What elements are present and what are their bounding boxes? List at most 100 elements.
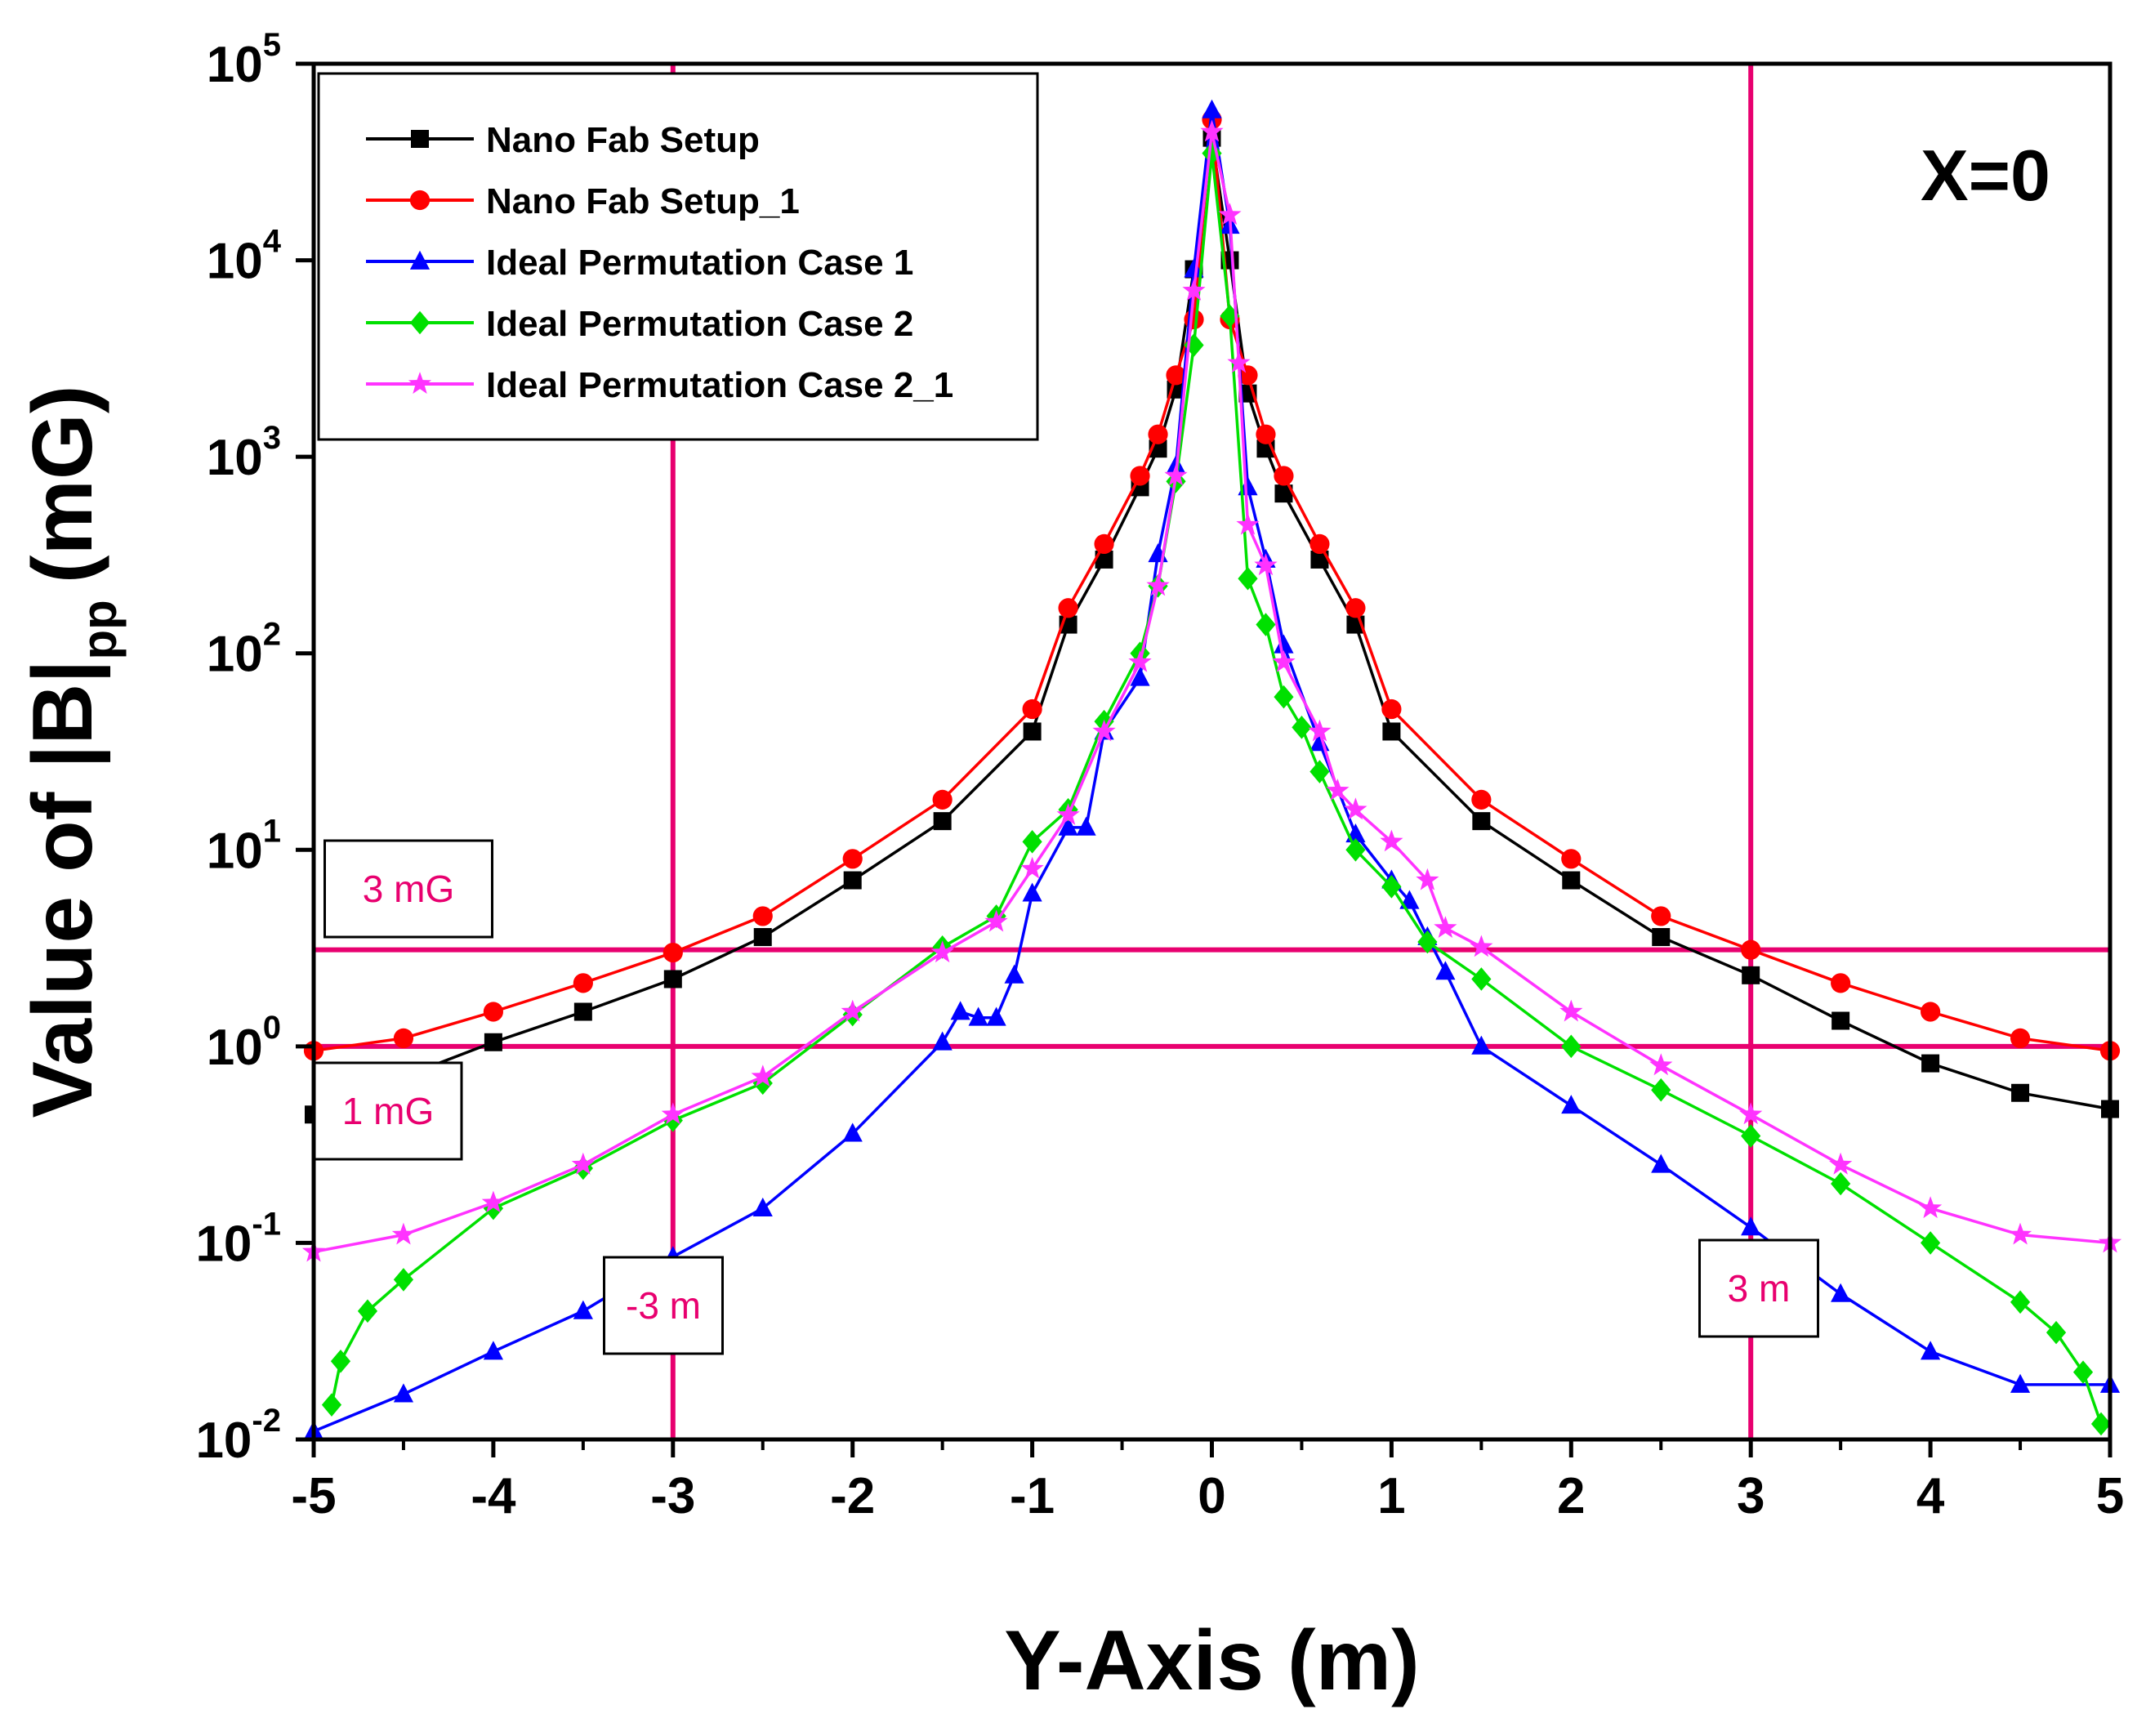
y-tick-label: 105: [207, 27, 281, 93]
data-point: [1471, 1035, 1492, 1055]
legend-marker: [408, 372, 432, 394]
data-point: [1831, 1011, 1850, 1030]
data-point: [1470, 935, 1493, 957]
data-point: [1919, 1196, 1943, 1219]
data-point: [573, 1300, 593, 1319]
annotation-3m: 3 m: [1698, 1238, 1819, 1338]
legend-box: [317, 72, 1039, 441]
y-tick-exponent: -2: [252, 1403, 281, 1439]
series-line: [330, 153, 2103, 1425]
data-point: [661, 1102, 685, 1125]
data-point: [930, 940, 954, 963]
annotation-3mg: 3 mG: [323, 839, 493, 939]
legend-marker: [409, 190, 431, 211]
data-point: [1130, 667, 1150, 686]
annotation-3m-box: [1698, 1238, 1819, 1338]
data-point: [481, 1190, 505, 1213]
data-point: [2010, 1290, 2031, 1314]
data-point: [984, 909, 1008, 932]
data-point: [2010, 1373, 2031, 1393]
data-point: [1652, 928, 1671, 947]
x-tick-label: -1: [1010, 1468, 1055, 1524]
data-point: [843, 871, 862, 890]
data-point: [1292, 716, 1312, 739]
legend: Nano Fab Setup Nano Fab Setup_1 Ideal Perm…: [317, 72, 1039, 441]
x-tick-labels: -5 -4 -3 -2 -1 0 1 2 3 4 5: [291, 1468, 2124, 1524]
data-point: [950, 1001, 970, 1020]
annotation-1mg-text: 1 mG: [342, 1090, 434, 1132]
data-point: [751, 1064, 774, 1087]
data-point: [663, 942, 683, 963]
data-point: [1182, 279, 1206, 301]
y-tick-label: 10-1: [195, 1206, 281, 1272]
y-axis-title-main: Value of |B|: [16, 659, 111, 1118]
y-tick-base: 10: [207, 823, 263, 879]
y-tick-exponent: -1: [252, 1206, 281, 1242]
data-point: [1471, 789, 1492, 810]
data-point: [1741, 1124, 1761, 1148]
legend-marker: [409, 310, 431, 335]
data-point: [1741, 939, 1761, 960]
data-point: [1218, 203, 1242, 225]
data-point: [1651, 1154, 1671, 1173]
legend-items: Nano Fab Setup Nano Fab Setup_1 Ideal Perm…: [366, 120, 953, 405]
data-point: [1095, 550, 1113, 569]
legend-item: Nano Fab Setup: [366, 120, 760, 160]
y-tick-base: 10: [207, 627, 263, 683]
y-tick-base: 10: [207, 1020, 263, 1076]
data-point: [2011, 1083, 2030, 1102]
y-tick-label: 102: [207, 617, 281, 683]
data-point: [986, 1006, 1006, 1026]
data-point: [1227, 350, 1251, 373]
data-point: [1166, 365, 1186, 386]
data-point: [841, 999, 864, 1022]
data-point: [483, 1341, 503, 1360]
annotation-layer: 3 mG 1 mG -3 m 3 m: [313, 839, 1819, 1355]
x-axis-title: Y-Axis (m): [1004, 1613, 1420, 1708]
data-point: [1202, 99, 1222, 118]
data-point: [391, 1222, 416, 1245]
x-tick-label: 5: [2096, 1468, 2124, 1524]
data-point: [1742, 966, 1760, 984]
data-point: [2008, 1222, 2032, 1245]
data-point: [330, 1349, 351, 1373]
legend-item: Nano Fab Setup_1: [366, 181, 800, 221]
data-point: [1020, 856, 1044, 879]
data-point: [842, 849, 863, 869]
legend-label: Ideal Permutation Case 2_1: [486, 365, 953, 405]
legend-marker: [411, 130, 429, 148]
y-tick-base: 10: [207, 430, 263, 486]
data-point: [1309, 533, 1330, 554]
y-tick-base: 10: [195, 1412, 252, 1469]
data-point: [1326, 779, 1350, 801]
y-tick-label: 100: [207, 1010, 281, 1076]
data-point: [1741, 1216, 1761, 1236]
data-point: [1256, 424, 1276, 444]
data-point: [752, 1197, 773, 1216]
data-point: [1148, 424, 1168, 444]
data-point: [2010, 1028, 2031, 1048]
data-point: [1651, 1078, 1671, 1102]
data-point: [1184, 333, 1204, 357]
x-tick-label: 3: [1737, 1468, 1765, 1524]
data-point: [1434, 916, 1457, 938]
data-point: [1274, 685, 1294, 709]
data-point: [1164, 463, 1188, 486]
data-point: [1309, 760, 1330, 783]
y-tick-exponent: 0: [263, 1010, 281, 1046]
data-point: [1561, 1095, 1582, 1114]
annotation-1mg-box: [313, 1061, 463, 1161]
data-point: [1128, 649, 1152, 672]
y-tick-label: 101: [207, 813, 281, 879]
data-point: [1094, 533, 1114, 554]
data-point: [1058, 598, 1078, 618]
data-point: [573, 1002, 592, 1021]
data-point: [1561, 1034, 1582, 1059]
data-point: [1739, 1102, 1763, 1125]
data-point: [393, 1028, 414, 1048]
x-tick-label: 4: [1916, 1468, 1945, 1524]
data-point: [1200, 119, 1224, 142]
data-point: [1345, 837, 1366, 862]
y-tick-label: 10-2: [195, 1403, 281, 1469]
